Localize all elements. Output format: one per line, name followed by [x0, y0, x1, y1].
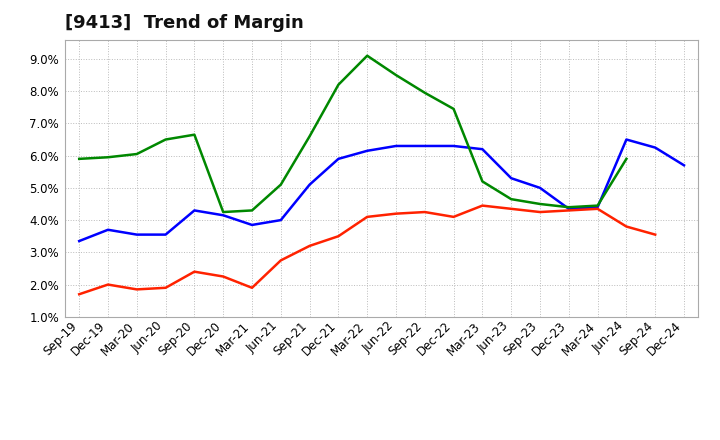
Ordinary Income	[564, 206, 573, 212]
Ordinary Income	[680, 163, 688, 168]
Net Income	[651, 232, 660, 237]
Line: Ordinary Income: Ordinary Income	[79, 139, 684, 241]
Ordinary Income	[334, 156, 343, 161]
Net Income	[622, 224, 631, 229]
Operating Cashflow	[593, 203, 602, 208]
Operating Cashflow	[392, 73, 400, 78]
Operating Cashflow	[190, 132, 199, 137]
Ordinary Income	[651, 145, 660, 150]
Operating Cashflow	[564, 205, 573, 210]
Net Income	[334, 234, 343, 239]
Ordinary Income	[276, 217, 285, 223]
Ordinary Income	[104, 227, 112, 232]
Ordinary Income	[536, 185, 544, 191]
Net Income	[75, 292, 84, 297]
Operating Cashflow	[536, 202, 544, 207]
Operating Cashflow	[507, 197, 516, 202]
Operating Cashflow	[248, 208, 256, 213]
Net Income	[132, 287, 141, 292]
Net Income	[305, 243, 314, 249]
Net Income	[478, 203, 487, 208]
Net Income	[219, 274, 228, 279]
Operating Cashflow	[622, 156, 631, 161]
Net Income	[276, 258, 285, 263]
Ordinary Income	[190, 208, 199, 213]
Ordinary Income	[75, 238, 84, 244]
Net Income	[507, 206, 516, 212]
Line: Operating Cashflow: Operating Cashflow	[79, 56, 626, 212]
Net Income	[536, 209, 544, 215]
Ordinary Income	[392, 143, 400, 149]
Operating Cashflow	[219, 209, 228, 215]
Net Income	[564, 208, 573, 213]
Ordinary Income	[593, 205, 602, 210]
Net Income	[593, 206, 602, 212]
Net Income	[420, 209, 429, 215]
Operating Cashflow	[420, 90, 429, 95]
Net Income	[248, 285, 256, 290]
Ordinary Income	[219, 213, 228, 218]
Net Income	[392, 211, 400, 216]
Ordinary Income	[161, 232, 170, 237]
Ordinary Income	[305, 182, 314, 187]
Ordinary Income	[132, 232, 141, 237]
Ordinary Income	[507, 176, 516, 181]
Net Income	[190, 269, 199, 274]
Operating Cashflow	[161, 137, 170, 142]
Ordinary Income	[449, 143, 458, 149]
Net Income	[104, 282, 112, 287]
Operating Cashflow	[276, 182, 285, 187]
Net Income	[363, 214, 372, 220]
Ordinary Income	[420, 143, 429, 149]
Ordinary Income	[478, 147, 487, 152]
Line: Net Income: Net Income	[79, 205, 655, 294]
Operating Cashflow	[334, 82, 343, 88]
Operating Cashflow	[132, 151, 141, 157]
Ordinary Income	[248, 222, 256, 227]
Operating Cashflow	[363, 53, 372, 59]
Ordinary Income	[622, 137, 631, 142]
Operating Cashflow	[449, 106, 458, 111]
Operating Cashflow	[75, 156, 84, 161]
Net Income	[161, 285, 170, 290]
Text: [9413]  Trend of Margin: [9413] Trend of Margin	[65, 15, 304, 33]
Operating Cashflow	[305, 134, 314, 139]
Operating Cashflow	[478, 179, 487, 184]
Net Income	[449, 214, 458, 220]
Ordinary Income	[363, 148, 372, 154]
Operating Cashflow	[104, 154, 112, 160]
